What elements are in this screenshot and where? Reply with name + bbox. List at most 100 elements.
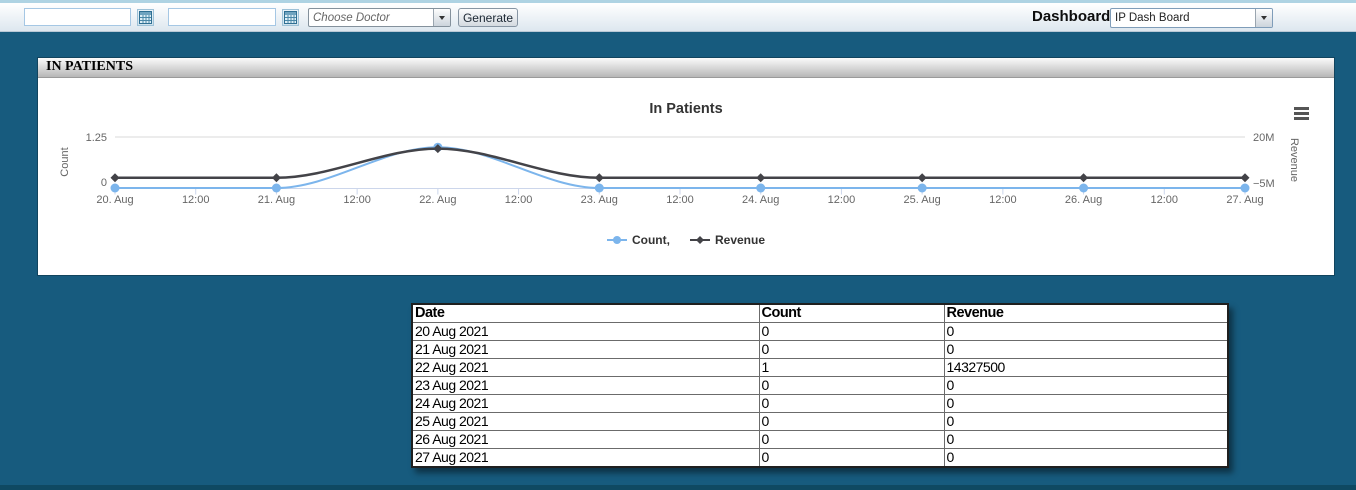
data-point-diamond (756, 173, 766, 183)
circle-legend-marker-icon (606, 236, 627, 244)
table-cell: 0 (758, 340, 945, 359)
choose-doctor-select[interactable]: Choose Doctor (308, 8, 451, 27)
dashboard-select[interactable]: IP Dash Board (1110, 8, 1273, 28)
generate-button[interactable]: Generate (458, 8, 518, 27)
right-axis-tick-label: −5M (1253, 178, 1275, 190)
x-axis-label: 27. Aug (1226, 194, 1263, 206)
table-cell: 20 Aug 2021 (411, 322, 760, 341)
x-axis-label: 26. Aug (1065, 194, 1102, 206)
chevron-down-icon[interactable] (1255, 9, 1272, 27)
panel-header: IN PATIENTS (38, 58, 1334, 78)
legend-label: Revenue (714, 233, 766, 247)
table-cell: 1 (758, 358, 945, 377)
data-point-circle (1240, 183, 1250, 193)
table-row: 26 Aug 2021 0 0 (411, 430, 1229, 449)
data-point-diamond (1240, 173, 1250, 183)
table-cell: 0 (943, 376, 1229, 395)
column-header-revenue: Revenue (943, 303, 1229, 323)
table-row: 21 Aug 2021 0 0 (411, 340, 1229, 359)
calendar-icon[interactable] (282, 9, 299, 26)
table-cell: 0 (943, 340, 1229, 359)
date-to-input[interactable] (168, 8, 276, 26)
x-axis-label: 23. Aug (581, 194, 618, 206)
table-cell: 0 (943, 322, 1229, 341)
series-line-count (114, 146, 1246, 190)
x-axis-label: 12:00 (505, 194, 533, 206)
table-cell: 0 (943, 394, 1229, 413)
data-point-circle (917, 183, 927, 193)
table-row: 20 Aug 2021 0 0 (411, 322, 1229, 341)
table-row: 24 Aug 2021 0 0 (411, 394, 1229, 413)
table-cell: 14327500 (943, 358, 1229, 377)
x-axis-label: 21. Aug (258, 194, 295, 206)
page-footer-strip (0, 485, 1356, 490)
column-header-count: Count (758, 303, 945, 323)
dashboard-label: Dashboard (1032, 8, 1111, 25)
data-point-diamond (917, 173, 927, 183)
x-axis-label: 24. Aug (742, 194, 779, 206)
left-axis-tick-label: 1.25 (86, 132, 107, 144)
legend-item-revenue[interactable]: Revenue (689, 233, 766, 247)
calendar-icon (139, 11, 152, 24)
data-point-diamond (271, 173, 281, 183)
left-axis-tick-label: 0 (101, 177, 107, 189)
table-row: 23 Aug 2021 0 0 (411, 376, 1229, 395)
data-point-diamond (594, 173, 604, 183)
chevron-down-icon[interactable] (433, 9, 450, 26)
table-cell: 0 (943, 412, 1229, 431)
table-cell: 21 Aug 2021 (411, 340, 760, 359)
x-axis-label: 12:00 (343, 194, 371, 206)
table-cell: 23 Aug 2021 (411, 376, 760, 395)
left-axis-title: Count (59, 147, 71, 176)
date-from-input[interactable] (24, 8, 131, 26)
table-cell: 26 Aug 2021 (411, 430, 760, 449)
calendar-icon[interactable] (137, 9, 154, 26)
table-header-row: Date Count Revenue (411, 303, 1229, 323)
in-patients-panel: IN PATIENTS In Patients 20. Aug 12:00 21. … (38, 58, 1334, 275)
table-cell: 0 (943, 430, 1229, 449)
data-point-circle (271, 183, 281, 193)
chart-legend: Count, Revenue (38, 233, 1334, 247)
x-axis-label: 20. Aug (96, 194, 133, 206)
x-axis-label: 22. Aug (419, 194, 456, 206)
table-cell: 0 (758, 394, 945, 413)
data-point-circle (594, 183, 604, 193)
data-point-circle (1079, 183, 1089, 193)
data-point-diamond (110, 173, 120, 183)
x-axis-label: 12:00 (666, 194, 694, 206)
column-header-date: Date (411, 303, 760, 323)
x-axis-label: 12:00 (828, 194, 856, 206)
choose-doctor-value: Choose Doctor (313, 12, 390, 24)
patients-data-table: Date Count Revenue 20 Aug 2021 0 0 21 Aug 202… (411, 303, 1229, 468)
chart-plot-area: 20. Aug 12:00 21. Aug 12:00 22. Aug 12:00 23. … (59, 132, 1300, 206)
table-row: 25 Aug 2021 0 0 (411, 412, 1229, 431)
table-cell: 22 Aug 2021 (411, 358, 760, 377)
right-axis-title: Revenue (1288, 138, 1300, 182)
series-line-revenue (113, 147, 1247, 180)
data-point-circle (756, 183, 766, 193)
right-axis-tick-label: 20M (1253, 132, 1274, 144)
table-cell: 24 Aug 2021 (411, 394, 760, 413)
data-point-circle (110, 183, 120, 193)
table-cell: 0 (758, 430, 945, 449)
chart-title: In Patients (649, 101, 723, 117)
x-axis-label: 12:00 (182, 194, 210, 206)
in-patients-chart: In Patients 20. Aug 12:00 21. Aug 12:00 22. … (38, 78, 1334, 275)
dashboard-select-value: IP Dash Board (1115, 12, 1190, 24)
hamburger-menu-icon[interactable] (1294, 107, 1309, 122)
data-point-diamond (433, 144, 443, 154)
table-cell: 0 (943, 448, 1229, 468)
table-cell: 0 (758, 376, 945, 395)
page-top-strip (0, 0, 1356, 3)
table-row: 22 Aug 2021 1 14327500 (411, 358, 1229, 377)
x-axis-label: 12:00 (1151, 194, 1179, 206)
x-axis-label: 12:00 (989, 194, 1017, 206)
toolbar: Choose Doctor Generate Dashboard IP Dash… (0, 3, 1356, 32)
diamond-legend-marker-icon (689, 236, 710, 244)
legend-label: Count, (631, 233, 670, 247)
table-cell: 27 Aug 2021 (411, 448, 760, 468)
legend-item-count[interactable]: Count, (606, 233, 670, 247)
data-point-diamond (1079, 173, 1089, 183)
calendar-icon (284, 11, 297, 24)
x-axis-label: 25. Aug (903, 194, 940, 206)
